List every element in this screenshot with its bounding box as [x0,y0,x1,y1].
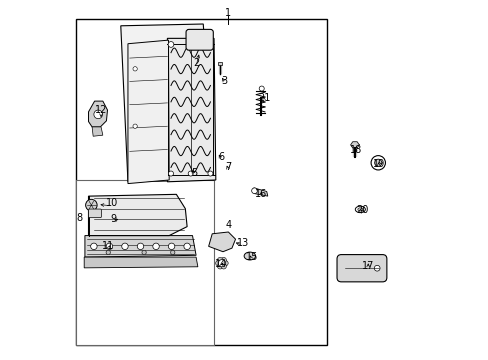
Text: 12: 12 [95,105,107,115]
Circle shape [374,159,381,166]
Bar [218,62,222,64]
Circle shape [207,41,213,47]
Text: 4: 4 [225,220,231,230]
Text: 14: 14 [215,259,227,269]
Text: 7: 7 [225,162,231,172]
Circle shape [106,250,110,255]
Circle shape [187,41,193,47]
Polygon shape [167,39,215,182]
Polygon shape [350,142,359,148]
Polygon shape [88,194,187,235]
Ellipse shape [221,264,226,269]
Circle shape [153,243,159,249]
Circle shape [122,243,128,249]
Text: 13: 13 [236,238,248,248]
Text: 5: 5 [191,168,197,178]
Circle shape [370,156,385,170]
Text: 18: 18 [349,144,361,154]
Text: 3: 3 [221,76,227,86]
Text: 1: 1 [225,8,231,18]
Text: 6: 6 [218,152,224,162]
Ellipse shape [217,257,223,263]
Text: 9: 9 [110,215,117,224]
Circle shape [94,110,102,119]
Circle shape [133,67,137,71]
Ellipse shape [215,261,221,266]
Circle shape [85,199,97,211]
Bar [76,19,326,345]
FancyBboxPatch shape [88,209,101,218]
Circle shape [106,243,112,249]
Circle shape [207,171,212,176]
FancyBboxPatch shape [185,30,213,50]
Circle shape [170,250,175,255]
Text: 16: 16 [254,189,266,199]
Polygon shape [92,127,102,136]
Polygon shape [88,101,107,127]
Text: 8: 8 [76,213,82,222]
Text: 2: 2 [193,58,199,68]
FancyBboxPatch shape [336,255,386,282]
Ellipse shape [217,264,223,269]
Ellipse shape [221,257,226,263]
Circle shape [218,260,225,267]
Ellipse shape [223,261,228,266]
Text: 17: 17 [361,261,374,271]
Polygon shape [121,24,214,182]
Circle shape [142,250,146,255]
Polygon shape [128,40,169,184]
Circle shape [373,265,379,271]
Polygon shape [253,188,267,196]
Text: 20: 20 [356,206,368,216]
Text: 11: 11 [102,241,114,251]
Ellipse shape [244,252,255,260]
Circle shape [251,188,257,194]
Circle shape [259,86,264,91]
Circle shape [90,243,97,249]
Polygon shape [84,257,198,268]
Circle shape [168,41,174,47]
Circle shape [133,124,137,129]
Circle shape [168,243,174,249]
Ellipse shape [355,206,365,213]
Circle shape [168,171,173,176]
Polygon shape [208,232,235,252]
Text: 15: 15 [245,252,257,262]
Ellipse shape [357,208,362,211]
Circle shape [183,243,190,249]
Text: 21: 21 [258,93,270,103]
Text: 10: 10 [105,198,118,208]
Circle shape [188,171,193,176]
Polygon shape [85,235,196,257]
Circle shape [137,243,143,249]
Text: 19: 19 [372,159,385,169]
Bar [76,180,214,345]
